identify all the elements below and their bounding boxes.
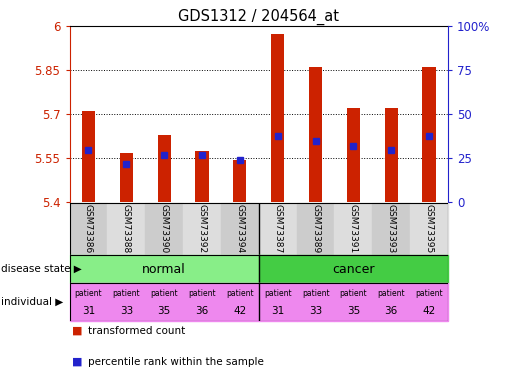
Bar: [297, 283, 335, 321]
Text: transformed count: transformed count: [88, 326, 185, 336]
Text: 42: 42: [233, 306, 247, 316]
Text: GSM73394: GSM73394: [235, 204, 244, 253]
Bar: [259, 202, 297, 255]
Text: percentile rank within the sample: percentile rank within the sample: [88, 357, 264, 367]
Bar: [158, 135, 171, 202]
Bar: [70, 255, 259, 283]
Text: 31: 31: [82, 306, 95, 316]
Bar: [221, 202, 259, 255]
Text: GSM73387: GSM73387: [273, 204, 282, 254]
Bar: [335, 202, 372, 255]
Bar: [259, 283, 297, 321]
Bar: [410, 283, 448, 321]
Text: patient: patient: [75, 289, 102, 298]
Bar: [70, 202, 107, 255]
Text: cancer: cancer: [332, 262, 375, 276]
Bar: [107, 202, 145, 255]
Text: 36: 36: [385, 306, 398, 316]
Bar: [183, 202, 221, 255]
Bar: [145, 202, 183, 255]
Text: GSM73390: GSM73390: [160, 204, 168, 254]
Text: patient: patient: [302, 289, 330, 298]
Bar: [385, 108, 398, 202]
Text: patient: patient: [339, 289, 367, 298]
Text: ■: ■: [72, 357, 82, 367]
Text: GSM73386: GSM73386: [84, 204, 93, 254]
Text: 35: 35: [347, 306, 360, 316]
Text: patient: patient: [415, 289, 443, 298]
Bar: [271, 34, 284, 203]
Text: patient: patient: [188, 289, 216, 298]
Bar: [297, 202, 335, 255]
Bar: [372, 283, 410, 321]
Bar: [422, 68, 436, 203]
Bar: [372, 202, 410, 255]
Text: GSM73395: GSM73395: [425, 204, 434, 254]
Text: patient: patient: [226, 289, 254, 298]
Bar: [233, 160, 247, 202]
Text: 31: 31: [271, 306, 284, 316]
Text: 36: 36: [195, 306, 209, 316]
Text: 42: 42: [422, 306, 436, 316]
Text: 33: 33: [309, 306, 322, 316]
Bar: [82, 111, 95, 202]
Text: ■: ■: [72, 326, 82, 336]
Text: GSM73389: GSM73389: [311, 204, 320, 254]
Text: 33: 33: [119, 306, 133, 316]
Text: normal: normal: [142, 262, 186, 276]
Text: 35: 35: [158, 306, 171, 316]
Bar: [259, 255, 448, 283]
Text: patient: patient: [377, 289, 405, 298]
Text: individual ▶: individual ▶: [1, 297, 63, 307]
Bar: [410, 202, 448, 255]
Text: patient: patient: [150, 289, 178, 298]
Text: disease state ▶: disease state ▶: [1, 264, 82, 274]
Bar: [195, 151, 209, 202]
Bar: [183, 283, 221, 321]
Text: GSM73392: GSM73392: [198, 204, 207, 253]
Text: GSM73393: GSM73393: [387, 204, 396, 254]
Text: GSM73388: GSM73388: [122, 204, 131, 254]
Bar: [70, 283, 107, 321]
Text: patient: patient: [112, 289, 140, 298]
Title: GDS1312 / 204564_at: GDS1312 / 204564_at: [178, 9, 339, 25]
Bar: [119, 153, 133, 203]
Text: GSM73391: GSM73391: [349, 204, 358, 254]
Bar: [145, 283, 183, 321]
Bar: [107, 283, 145, 321]
Bar: [309, 68, 322, 203]
Bar: [335, 283, 372, 321]
Bar: [221, 283, 259, 321]
Text: patient: patient: [264, 289, 291, 298]
Bar: [347, 108, 360, 202]
